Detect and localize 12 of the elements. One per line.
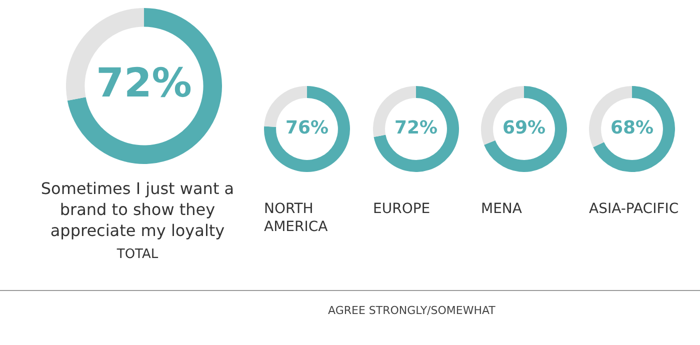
data-label: 68% xyxy=(610,118,654,139)
text: NORTH AMERICA xyxy=(264,200,329,236)
data-label: 76% xyxy=(285,118,329,139)
text: Sometimes I just want a brand to show they appreciate my loyalty xyxy=(40,178,236,241)
text: TOTAL xyxy=(116,247,160,262)
data-label: 72% xyxy=(394,118,438,139)
data-label: 72% xyxy=(96,60,192,106)
text: MENA xyxy=(481,200,523,218)
text: EUROPE xyxy=(373,200,432,218)
text: AGREE STRONGLY/SOMEWHAT xyxy=(328,304,496,317)
data-label: 69% xyxy=(502,118,546,139)
text: ASIA-PACIFIC xyxy=(589,200,680,218)
